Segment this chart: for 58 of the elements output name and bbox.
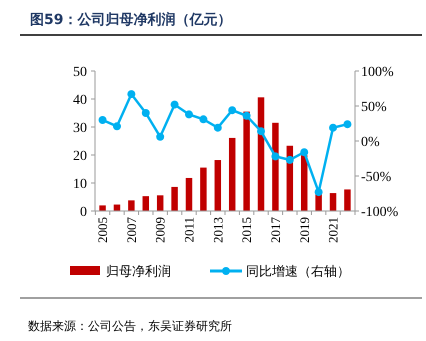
x-tick-label: 2021 <box>326 217 341 243</box>
bar <box>272 122 279 211</box>
y2-tick-label: 50% <box>361 100 387 115</box>
bar <box>300 155 308 211</box>
point <box>142 109 150 117</box>
y-tick-label: 30 <box>73 120 87 136</box>
y-tick-label: 40 <box>73 92 87 108</box>
bar <box>330 193 336 211</box>
x-tick-label: 2005 <box>95 217 110 243</box>
bar <box>114 204 120 211</box>
bar <box>214 160 222 211</box>
y-tick-label: 10 <box>73 176 87 192</box>
bar <box>344 189 351 211</box>
x-tick-label: 2015 <box>239 217 254 243</box>
point <box>127 90 136 98</box>
bar <box>200 168 207 211</box>
point <box>314 188 323 196</box>
x-tick-label: 2011 <box>182 217 197 243</box>
point <box>112 122 121 130</box>
bar <box>128 200 135 211</box>
point <box>286 156 294 164</box>
bar <box>99 205 106 211</box>
y-tick-label: 20 <box>73 148 87 164</box>
bar <box>171 186 178 211</box>
bar <box>156 195 164 211</box>
point <box>228 106 236 114</box>
y2-tick-label: -100% <box>361 204 399 220</box>
legend-label: 归母净利润 <box>106 264 171 280</box>
point <box>242 112 251 120</box>
point <box>343 120 352 128</box>
point <box>257 127 265 136</box>
x-tick-label: 2017 <box>268 216 283 243</box>
x-tick-label: 2013 <box>210 217 226 243</box>
point <box>170 100 179 109</box>
y-tick-label: 0 <box>80 204 87 220</box>
bar <box>186 178 192 211</box>
y-tick-label: 50 <box>73 64 87 80</box>
bar <box>142 196 150 211</box>
source-note: 数据来源：公司公告，东吴证券研究所 <box>28 319 232 333</box>
point <box>214 124 222 132</box>
point <box>329 124 338 132</box>
x-tick-label: 2019 <box>296 217 312 243</box>
legend-label: 同比增速（右轴） <box>246 264 350 280</box>
chart-title: 图59：公司归母净利润（亿元） <box>30 11 232 28</box>
y2-tick-label: 0% <box>361 134 380 150</box>
point <box>98 116 107 124</box>
y2-tick-label: 100% <box>361 64 394 80</box>
x-tick-label: 2009 <box>152 217 168 243</box>
bar <box>258 97 264 211</box>
bar <box>243 112 250 211</box>
bar <box>228 138 236 211</box>
x-tick-label: 2007 <box>124 216 139 243</box>
point <box>185 110 193 118</box>
y2-tick-label: -50% <box>361 170 392 185</box>
point <box>156 132 164 141</box>
point <box>300 148 308 156</box>
point <box>271 152 280 160</box>
point <box>199 115 208 124</box>
